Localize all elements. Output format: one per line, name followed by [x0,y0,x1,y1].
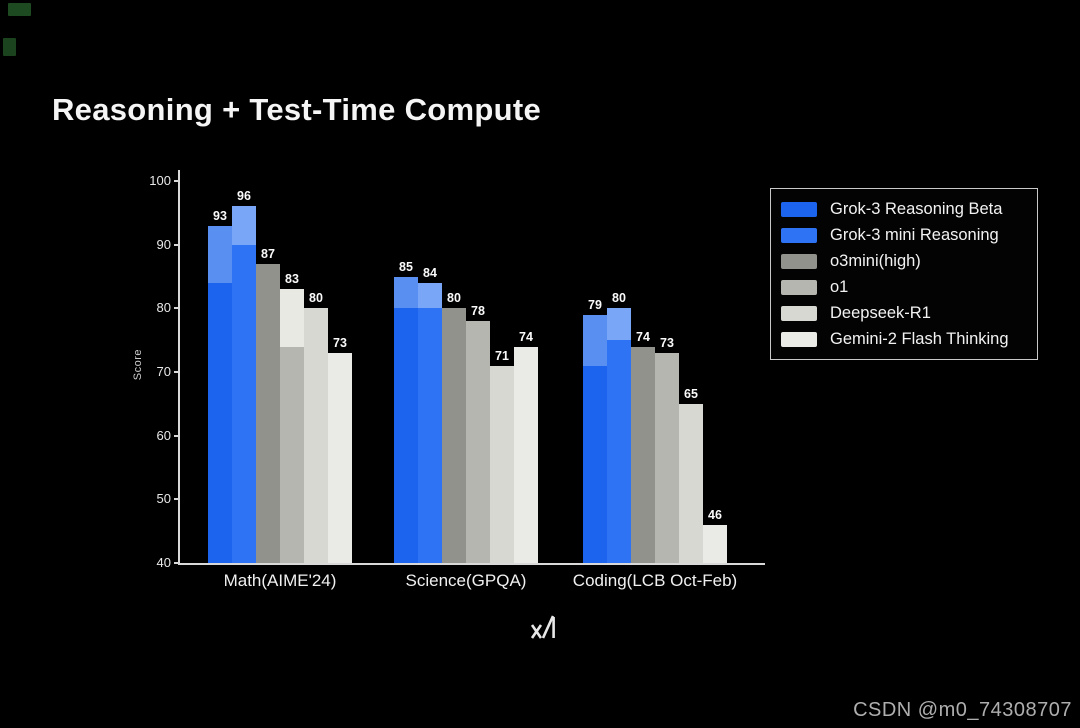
y-tick-label: 50 [156,491,171,507]
bar-value-label: 87 [261,246,275,261]
legend-label: Grok-3 Reasoning Beta [830,199,1003,218]
watermark: CSDN @m0_74308707 [853,699,1072,721]
legend-swatch [781,279,817,295]
y-tick-mark [174,307,180,310]
bar-5-group-1 [514,346,538,563]
legend-label: o3mini(high) [830,251,921,270]
bar-test-time-extension [232,206,256,245]
legend-swatch [781,331,817,347]
bar-value-label: 93 [213,208,227,223]
legend-label: Deepseek-R1 [830,303,931,322]
bar-4-group-0 [304,308,328,563]
y-tick-mark [174,243,180,246]
bar-5-group-0 [328,352,352,563]
bar-4-group-2 [679,403,703,563]
bar-4-group-1 [490,365,514,563]
y-tick-label: 80 [156,300,171,316]
bar-value-label: 73 [660,335,674,350]
bar-test-time-extension [607,308,631,341]
bar-value-label: 84 [423,265,437,280]
bar-value-label: 65 [684,386,698,401]
legend: Grok-3 Reasoning Beta Grok-3 mini Reason… [770,188,1038,360]
legend-item-grok3-reasoning: Grok-3 Reasoning Beta [781,196,1025,222]
y-tick-mark [174,371,180,373]
legend-item-o1: o1 [781,274,1025,300]
bar-value-label: 74 [636,329,650,344]
legend-item-o3mini: o3mini(high) [781,248,1025,274]
y-tick-label: 60 [156,427,171,443]
y-tick-label: 90 [156,236,171,252]
screen-artifact [3,38,16,56]
bar-5-group-2 [703,524,727,563]
bar-2-group-0 [256,263,280,563]
bar-value-label: 74 [519,329,533,344]
bar-value-label: 85 [399,259,413,274]
bar-0-group-1 [394,276,418,563]
bar-value-label: 80 [309,291,323,306]
bar-test-time-extension [418,282,442,309]
bar-0-group-2 [583,314,607,563]
screen-artifact [8,3,31,16]
bar-3-group-0 [280,289,304,563]
bar-1-group-0 [232,206,256,563]
bar-value-label: 80 [612,291,626,306]
x-category-math: Math(AIME'24) [223,571,337,590]
y-tick-label: 70 [156,364,171,379]
legend-swatch [781,201,817,217]
bar-value-label: 71 [495,348,509,363]
bar-1-group-1 [418,282,442,563]
bar-1-group-2 [607,308,631,563]
legend-item-gemini: Gemini-2 Flash Thinking [781,326,1025,352]
legend-item-deepseek: Deepseek-R1 [781,300,1025,326]
y-tick-mark [174,434,180,437]
bar-value-label: 78 [471,304,485,319]
bar-value-label: 96 [237,189,251,204]
y-tick-mark [174,562,180,564]
bar-test-time-extension [583,314,607,366]
bar-value-label: 80 [447,291,461,306]
bar-3-group-2 [655,352,679,563]
bar-test-time-extension [394,276,418,309]
legend-label: Grok-3 mini Reasoning [830,225,999,244]
bar-3-group-1 [466,321,490,563]
xai-logo [525,613,563,641]
page-title: Reasoning + Test-Time Compute [52,92,541,127]
y-tick-mark [174,498,180,501]
x-category-science: Science(GPQA) [405,571,527,590]
legend-swatch [781,305,817,321]
legend-label: o1 [830,277,849,296]
bar-value-label: 46 [708,507,722,522]
y-tick-mark [174,180,180,182]
bar-value-label: 79 [588,297,602,312]
x-category-coding: Coding(LCB Oct-Feb) [572,571,738,590]
y-tick-label: 40 [156,555,171,570]
y-tick-label: 100 [149,173,171,188]
plot-area: Math(AIME'24) Science(GPQA) Coding(LCB O… [149,170,765,590]
legend-swatch [781,227,817,243]
bar-test-time-extension [208,225,232,283]
bar-2-group-2 [631,346,655,563]
bar-test-time-extension [280,289,304,347]
bar-value-label: 73 [333,335,347,350]
legend-label: Gemini-2 Flash Thinking [830,329,1009,348]
bar-0-group-0 [208,225,232,563]
bar-2-group-1 [442,308,466,563]
bar-value-label: 83 [285,272,299,287]
legend-item-grok3-mini: Grok-3 mini Reasoning [781,222,1025,248]
legend-swatch [781,253,817,269]
